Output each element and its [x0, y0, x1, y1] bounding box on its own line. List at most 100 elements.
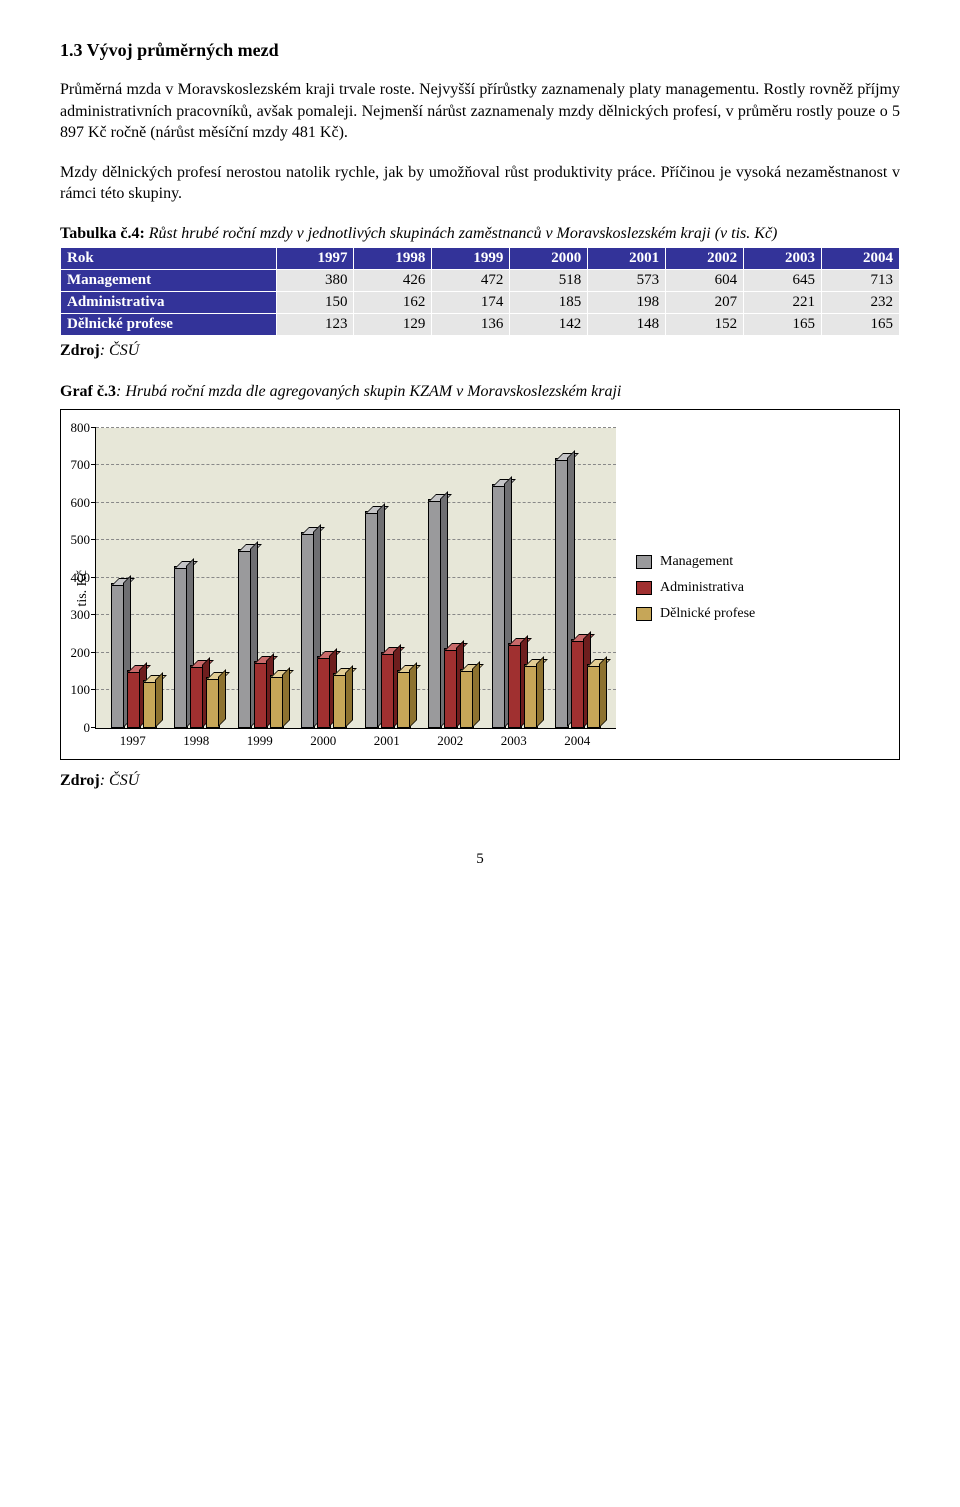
chart-caption-label: Graf č.3: [60, 383, 116, 400]
legend-swatch: [636, 581, 652, 595]
table-cell: 136: [432, 313, 510, 335]
chart-ytick: 800: [71, 420, 91, 436]
chart-bar: [444, 650, 458, 728]
chart-bar-group: [547, 428, 611, 728]
table-row-label: Administrativa: [61, 291, 277, 313]
chart-bar: [174, 568, 188, 728]
chart-bar: [143, 682, 157, 728]
chart-plot-area: tis. Kč 0100200300400500600700800 199719…: [75, 428, 616, 749]
chart-ytick: 700: [71, 457, 91, 473]
wage-chart: tis. Kč 0100200300400500600700800 199719…: [60, 409, 900, 760]
table-cell: 148: [588, 313, 666, 335]
table-cell: 165: [822, 313, 900, 335]
chart-xtick: 2003: [482, 733, 546, 749]
table-cell: 165: [744, 313, 822, 335]
table-cell: 426: [354, 269, 432, 291]
table-cell: 573: [588, 269, 666, 291]
page-number: 5: [60, 851, 900, 868]
table-header-cell: 2000: [510, 247, 588, 269]
table-header-cell: 1998: [354, 247, 432, 269]
table-cell: 207: [666, 291, 744, 313]
table-header-cell: 2001: [588, 247, 666, 269]
legend-swatch: [636, 607, 652, 621]
table-cell: 713: [822, 269, 900, 291]
chart-bar: [524, 666, 538, 728]
table-cell: 129: [354, 313, 432, 335]
chart-bar: [508, 645, 522, 728]
table-cell: 150: [276, 291, 354, 313]
legend-label: Dělnické profese: [660, 606, 755, 622]
chart-bar-group: [166, 428, 230, 728]
table-caption-label: Tabulka č.4:: [60, 225, 145, 242]
table-cell: 162: [354, 291, 432, 313]
chart-xtick: 2000: [292, 733, 356, 749]
table-header-cell: Rok: [61, 247, 277, 269]
legend-item: Management: [636, 554, 755, 570]
chart-bar: [492, 486, 506, 728]
chart-bar-group: [102, 428, 166, 728]
chart-bar: [381, 654, 395, 728]
chart-bar: [301, 534, 315, 728]
legend-item: Administrativa: [636, 580, 755, 596]
chart-xtick: 2001: [355, 733, 419, 749]
legend-item: Dělnické profese: [636, 606, 755, 622]
chart-bar-group: [229, 428, 293, 728]
table-caption-text: Růst hrubé roční mzdy v jednotlivých sku…: [145, 225, 778, 242]
chart-ytick: 400: [71, 570, 91, 586]
paragraph-1: Průměrná mzda v Moravskoslezském kraji t…: [60, 79, 900, 144]
chart-bar: [317, 658, 331, 727]
chart-caption: Graf č.3: Hrubá roční mzda dle agregovan…: [60, 381, 900, 403]
chart-bar-group: [293, 428, 357, 728]
table-cell: 142: [510, 313, 588, 335]
chart-bar: [111, 585, 125, 728]
chart-bar: [238, 551, 252, 728]
wage-table: Rok19971998199920002001200220032004 Mana…: [60, 247, 900, 336]
table-cell: 645: [744, 269, 822, 291]
chart-bar: [587, 666, 601, 728]
chart-bar: [428, 501, 442, 728]
chart-bar: [365, 513, 379, 728]
table-cell: 472: [432, 269, 510, 291]
table-cell: 380: [276, 269, 354, 291]
chart-caption-text: : Hrubá roční mzda dle agregovaných skup…: [116, 383, 621, 400]
table-cell: 185: [510, 291, 588, 313]
table-caption: Tabulka č.4: Růst hrubé roční mzdy v jed…: [60, 223, 900, 245]
chart-bar-group: [420, 428, 484, 728]
chart-xtick: 2004: [546, 733, 610, 749]
table-cell: 518: [510, 269, 588, 291]
table-row: Administrativa150162174185198207221232: [61, 291, 900, 313]
table-row-label: Management: [61, 269, 277, 291]
table-cell: 232: [822, 291, 900, 313]
chart-ytick: 200: [71, 645, 91, 661]
chart-xtick: 1999: [228, 733, 292, 749]
table-source: Zdroj: ČSÚ: [60, 340, 900, 362]
chart-ytick: 500: [71, 532, 91, 548]
chart-bar: [571, 641, 585, 728]
table-header-cell: 2002: [666, 247, 744, 269]
chart-bar-group: [483, 428, 547, 728]
chart-bar: [397, 672, 411, 728]
table-cell: 604: [666, 269, 744, 291]
source-label: Zdroj: [60, 342, 100, 359]
source-text: : ČSÚ: [100, 342, 140, 359]
chart-legend: Management Administrativa Dělnické profese: [636, 544, 755, 632]
chart-xtick: 1998: [165, 733, 229, 749]
table-cell: 221: [744, 291, 822, 313]
chart-bar: [127, 672, 141, 728]
chart-bar: [254, 663, 268, 728]
legend-label: Administrativa: [660, 580, 744, 596]
chart-xtick: 1997: [101, 733, 165, 749]
chart-bar: [333, 675, 347, 728]
chart-bar: [206, 679, 220, 727]
table-row-label: Dělnické profese: [61, 313, 277, 335]
table-cell: 152: [666, 313, 744, 335]
chart-xaxis: 19971998199920002001200220032004: [95, 729, 615, 749]
chart-ytick: 300: [71, 607, 91, 623]
section-heading: 1.3 Vývoj průměrných mezd: [60, 40, 900, 61]
chart-ytick: 100: [71, 682, 91, 698]
chart-ytick: 0: [84, 720, 91, 736]
chart-ytick: 600: [71, 495, 91, 511]
table-header-cell: 2003: [744, 247, 822, 269]
table-row: Management380426472518573604645713: [61, 269, 900, 291]
legend-label: Management: [660, 554, 733, 570]
